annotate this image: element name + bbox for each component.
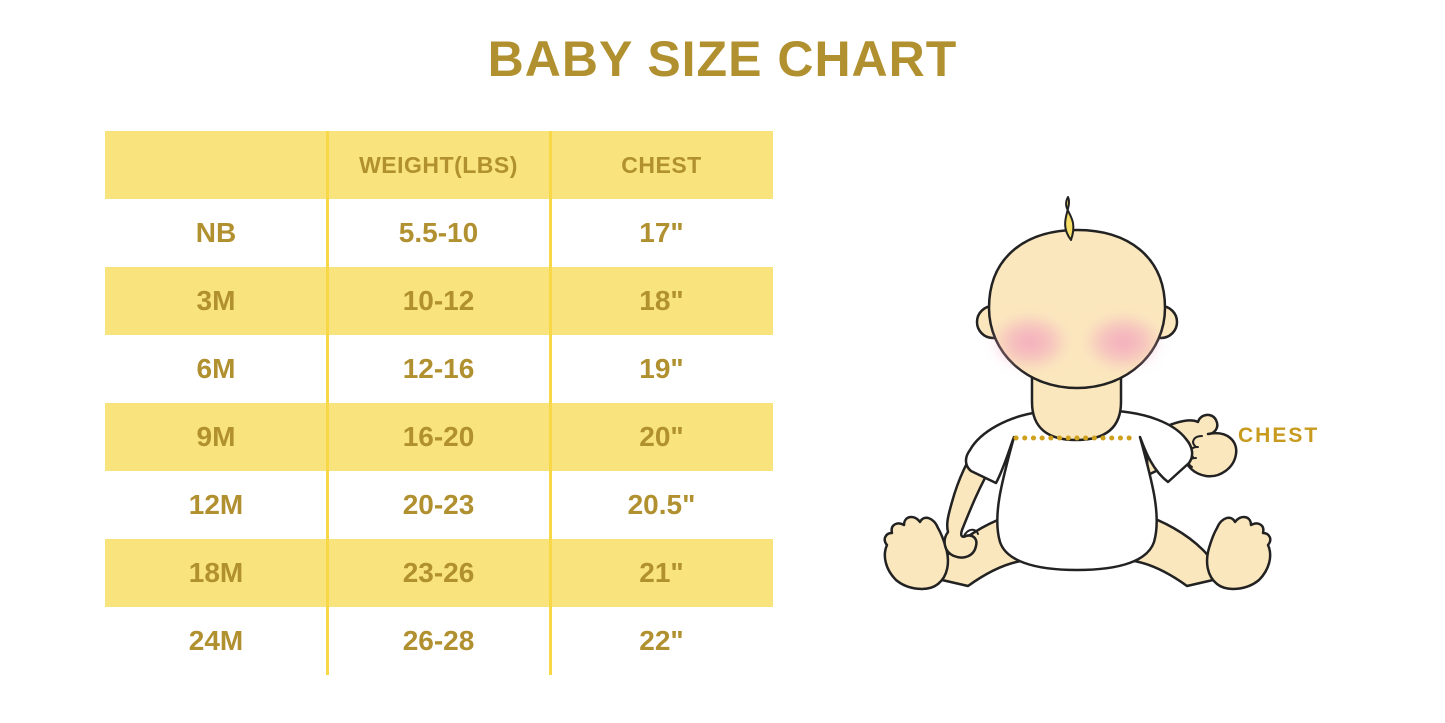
baby-left-foot <box>883 515 950 591</box>
column-divider <box>549 131 552 675</box>
weight-cell: 16-20 <box>402 421 475 452</box>
size-cell: 3M <box>196 285 236 316</box>
column-divider <box>326 131 329 675</box>
table-row: 6M 12-16 19" <box>105 335 773 403</box>
chest-cell: 17" <box>639 217 684 248</box>
size-cell: 12M <box>188 489 244 520</box>
chest-cell: 19" <box>639 353 684 384</box>
weight-cell: 20-23 <box>402 489 475 520</box>
size-table: WEIGHT(LBS) CHEST NB 5.5-10 17" 3M 10-12… <box>105 131 773 675</box>
weight-cell: 23-26 <box>402 557 475 588</box>
baby-cheek-right <box>1083 313 1163 371</box>
baby-cheek-left <box>990 313 1070 371</box>
chest-cell: 20.5" <box>627 489 696 520</box>
table-row: 9M 16-20 20" <box>105 403 773 471</box>
size-cell: 18M <box>188 557 244 588</box>
baby-right-foot <box>1205 515 1272 591</box>
baby-hair-tuft <box>1064 196 1075 241</box>
header-cell-chest: CHEST <box>621 151 702 178</box>
header-cell-size <box>105 131 327 199</box>
weight-cell: 12-16 <box>402 353 475 384</box>
weight-cell: 10-12 <box>402 285 475 316</box>
chest-cell: 21" <box>639 557 684 588</box>
table-row: 3M 10-12 18" <box>105 267 773 335</box>
table-row: 18M 23-26 21" <box>105 539 773 607</box>
chest-cell: 18" <box>639 285 684 316</box>
baby-illustration <box>880 190 1320 600</box>
table-row: 12M 20-23 20.5" <box>105 471 773 539</box>
chest-label: CHEST <box>1238 424 1320 447</box>
chest-cell: 22" <box>639 625 684 656</box>
table-header-row: WEIGHT(LBS) CHEST <box>105 131 773 199</box>
size-cell: 6M <box>196 353 236 384</box>
weight-cell: 5.5-10 <box>398 217 479 248</box>
table-row: NB 5.5-10 17" <box>105 199 773 267</box>
baby-body-onesie <box>964 407 1194 572</box>
size-cell: NB <box>195 217 237 248</box>
table-row: 24M 26-28 22" <box>105 607 773 675</box>
chest-cell: 20" <box>639 421 684 452</box>
weight-cell: 26-28 <box>402 625 475 656</box>
size-cell: 9M <box>196 421 236 452</box>
page-title: BABY SIZE CHART <box>487 31 958 87</box>
header-cell-weight: WEIGHT(LBS) <box>359 151 518 178</box>
size-cell: 24M <box>188 625 244 656</box>
